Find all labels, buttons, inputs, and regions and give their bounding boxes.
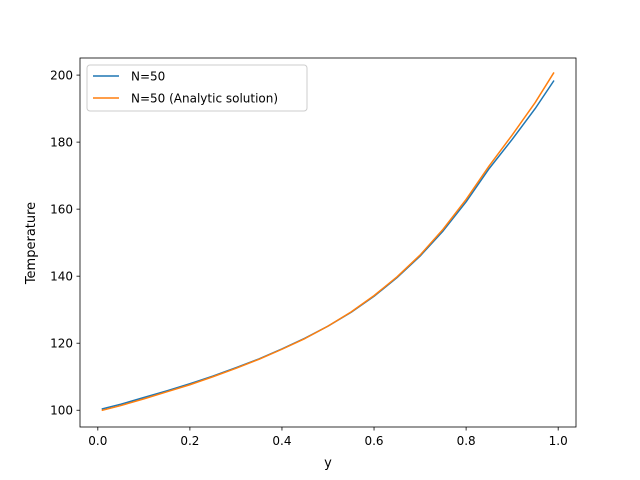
y-tick-label: 100 [50, 404, 73, 418]
series-line-2 [101, 72, 555, 412]
y-tick-label: 200 [50, 69, 73, 83]
y-tick-label: 160 [50, 203, 73, 217]
x-tick-label: 0.0 [88, 434, 107, 448]
legend: N=50 N=50 (Analytic solution) [86, 64, 308, 112]
legend-label-1: N=50 [131, 70, 165, 84]
x-axis-label: y [324, 456, 332, 471]
y-tick-label: 180 [50, 136, 73, 150]
x-tick-label: 0.6 [364, 434, 383, 448]
x-tick-label: 0.2 [180, 434, 199, 448]
x-tick-label: 0.8 [457, 434, 476, 448]
legend-box [86, 64, 308, 112]
x-tick-label: 1.0 [549, 434, 568, 448]
axes-layer: 0.0 0.2 0.4 0.6 0.8 1.0 100 120 140 160 180 200 [50, 69, 568, 448]
legend-label-2: N=50 (Analytic solution) [131, 92, 278, 106]
y-tick-label: 140 [50, 270, 73, 284]
y-axis-label: Temperature [24, 202, 39, 285]
y-tick-label: 120 [50, 337, 73, 351]
x-tick-label: 0.4 [272, 434, 291, 448]
series-layer [101, 72, 555, 412]
plot-frame [79, 57, 577, 428]
